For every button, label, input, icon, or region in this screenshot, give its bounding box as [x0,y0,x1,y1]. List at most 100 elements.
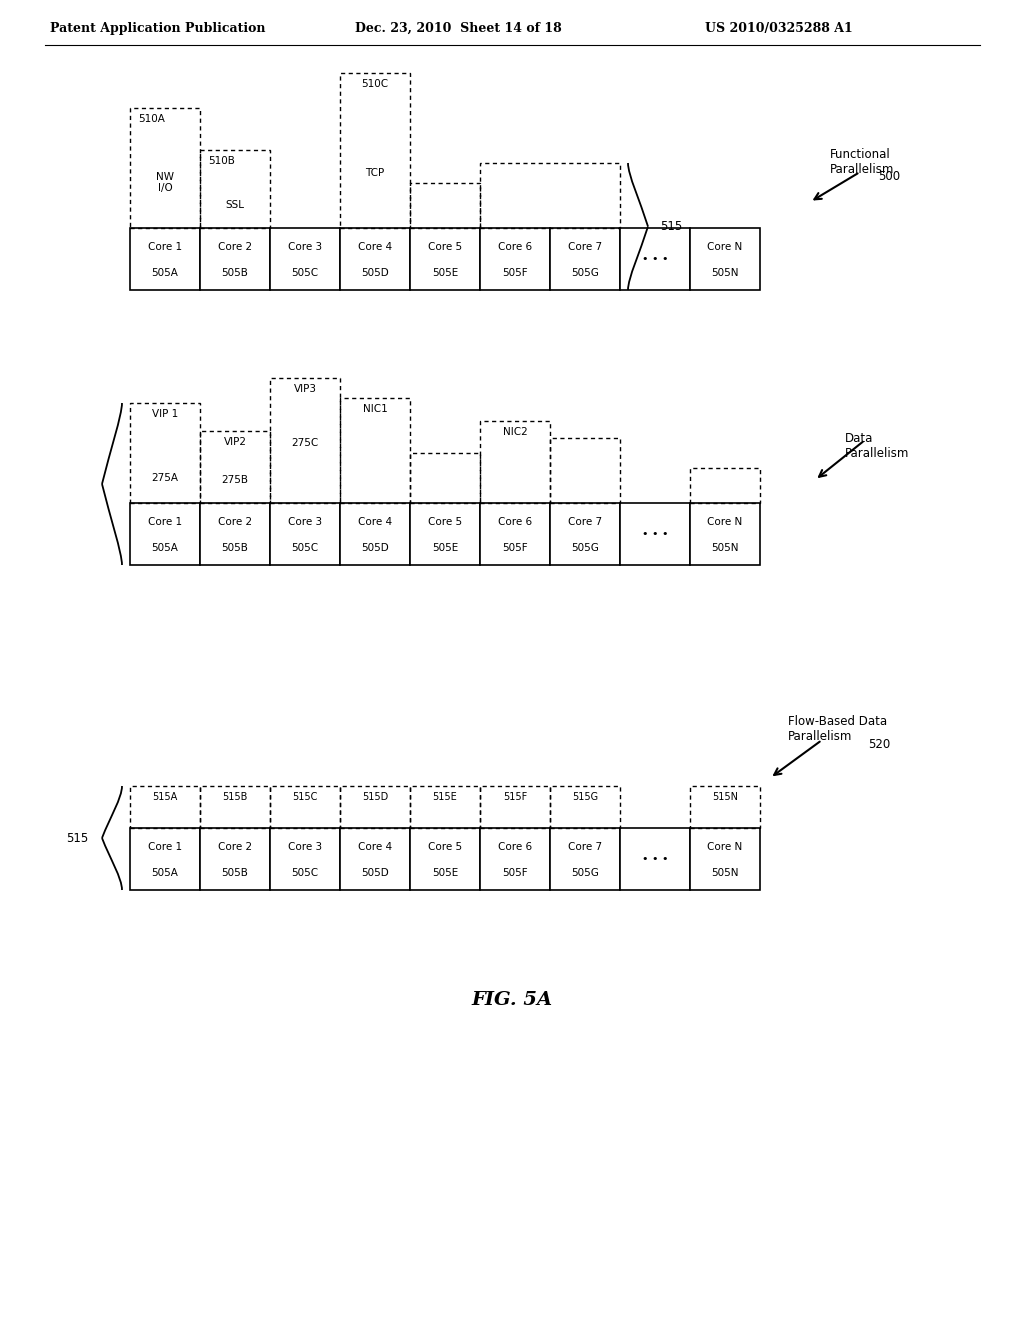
Text: Core N: Core N [708,842,742,851]
Text: 505B: 505B [221,544,249,553]
Text: Core 7: Core 7 [568,242,602,252]
Bar [200,785,270,828]
Text: 515C: 515C [292,792,317,803]
Text: Core 2: Core 2 [218,516,252,527]
Bar [480,503,550,565]
Text: Core 4: Core 4 [358,516,392,527]
Bar [410,503,480,565]
Text: 505C: 505C [292,869,318,878]
Bar [130,403,200,503]
Text: Core 5: Core 5 [428,842,462,851]
Bar [620,828,690,890]
Text: 505F: 505F [502,544,527,553]
Text: 505G: 505G [571,869,599,878]
Text: Functional
Parallelism: Functional Parallelism [830,148,894,176]
Bar [340,828,410,890]
Text: Core N: Core N [708,516,742,527]
Bar [200,150,270,228]
Bar [130,228,200,290]
Text: Core 3: Core 3 [288,516,323,527]
Text: Core 7: Core 7 [568,516,602,527]
Bar [550,228,620,290]
Text: 505D: 505D [361,869,389,878]
Text: 275C: 275C [292,438,318,447]
Text: Core 1: Core 1 [147,516,182,527]
Text: 505D: 505D [361,268,389,279]
Text: Core N: Core N [708,242,742,252]
Text: 505A: 505A [152,268,178,279]
Bar [480,421,550,503]
Text: NIC1: NIC1 [362,404,387,414]
Text: 505N: 505N [712,268,738,279]
Bar [270,378,340,503]
Text: 505G: 505G [571,268,599,279]
Text: Core 5: Core 5 [428,242,462,252]
Text: Flow-Based Data
Parallelism: Flow-Based Data Parallelism [788,715,887,743]
Text: 515N: 515N [712,792,738,803]
Text: • • •: • • • [642,253,669,264]
Bar [690,228,760,290]
Text: 275A: 275A [152,473,178,483]
Bar [200,432,270,503]
Text: 520: 520 [868,738,890,751]
Text: NW
I/O: NW I/O [156,172,174,193]
Text: Core 1: Core 1 [147,842,182,851]
Text: 505A: 505A [152,869,178,878]
Bar [270,503,340,565]
Text: FIG. 5A: FIG. 5A [471,991,553,1008]
Text: 500: 500 [878,170,900,183]
Bar [270,828,340,890]
Text: Core 2: Core 2 [218,842,252,851]
Text: 515A: 515A [153,792,177,803]
Bar [130,108,200,228]
Bar [690,469,760,503]
Text: Core 7: Core 7 [568,842,602,851]
Bar [550,828,620,890]
Bar [410,183,480,228]
Text: 505N: 505N [712,544,738,553]
Text: • • •: • • • [642,854,669,865]
Bar [340,399,410,503]
Bar [200,828,270,890]
Bar [550,785,620,828]
Text: 515D: 515D [361,792,388,803]
Text: 505F: 505F [502,869,527,878]
Bar [130,785,200,828]
Text: VIP3: VIP3 [294,384,316,393]
Bar [270,785,340,828]
Text: Core 6: Core 6 [498,842,532,851]
Text: Core 4: Core 4 [358,842,392,851]
Text: 515E: 515E [432,792,458,803]
Text: Dec. 23, 2010  Sheet 14 of 18: Dec. 23, 2010 Sheet 14 of 18 [355,22,562,36]
Text: 505E: 505E [432,869,458,878]
Text: 515F: 515F [503,792,527,803]
Bar [620,228,690,290]
Text: 505C: 505C [292,268,318,279]
Text: SSL: SSL [225,201,245,210]
Text: 505G: 505G [571,544,599,553]
Text: Core 2: Core 2 [218,242,252,252]
Bar [200,228,270,290]
Bar [690,503,760,565]
Text: • • •: • • • [642,529,669,539]
Bar [550,438,620,503]
Bar [620,503,690,565]
Bar [480,828,550,890]
Text: 505C: 505C [292,544,318,553]
Text: 505E: 505E [432,268,458,279]
Text: 505F: 505F [502,268,527,279]
Bar [480,162,620,228]
Text: US 2010/0325288 A1: US 2010/0325288 A1 [705,22,853,36]
Bar [130,503,200,565]
Bar [480,228,550,290]
Text: Core 6: Core 6 [498,516,532,527]
Text: 275B: 275B [221,475,249,484]
Text: 510A: 510A [138,114,165,124]
Bar [690,828,760,890]
Text: NIC2: NIC2 [503,426,527,437]
Bar [410,785,480,828]
Text: 505N: 505N [712,869,738,878]
Bar [550,503,620,565]
Bar [130,828,200,890]
Bar [200,503,270,565]
